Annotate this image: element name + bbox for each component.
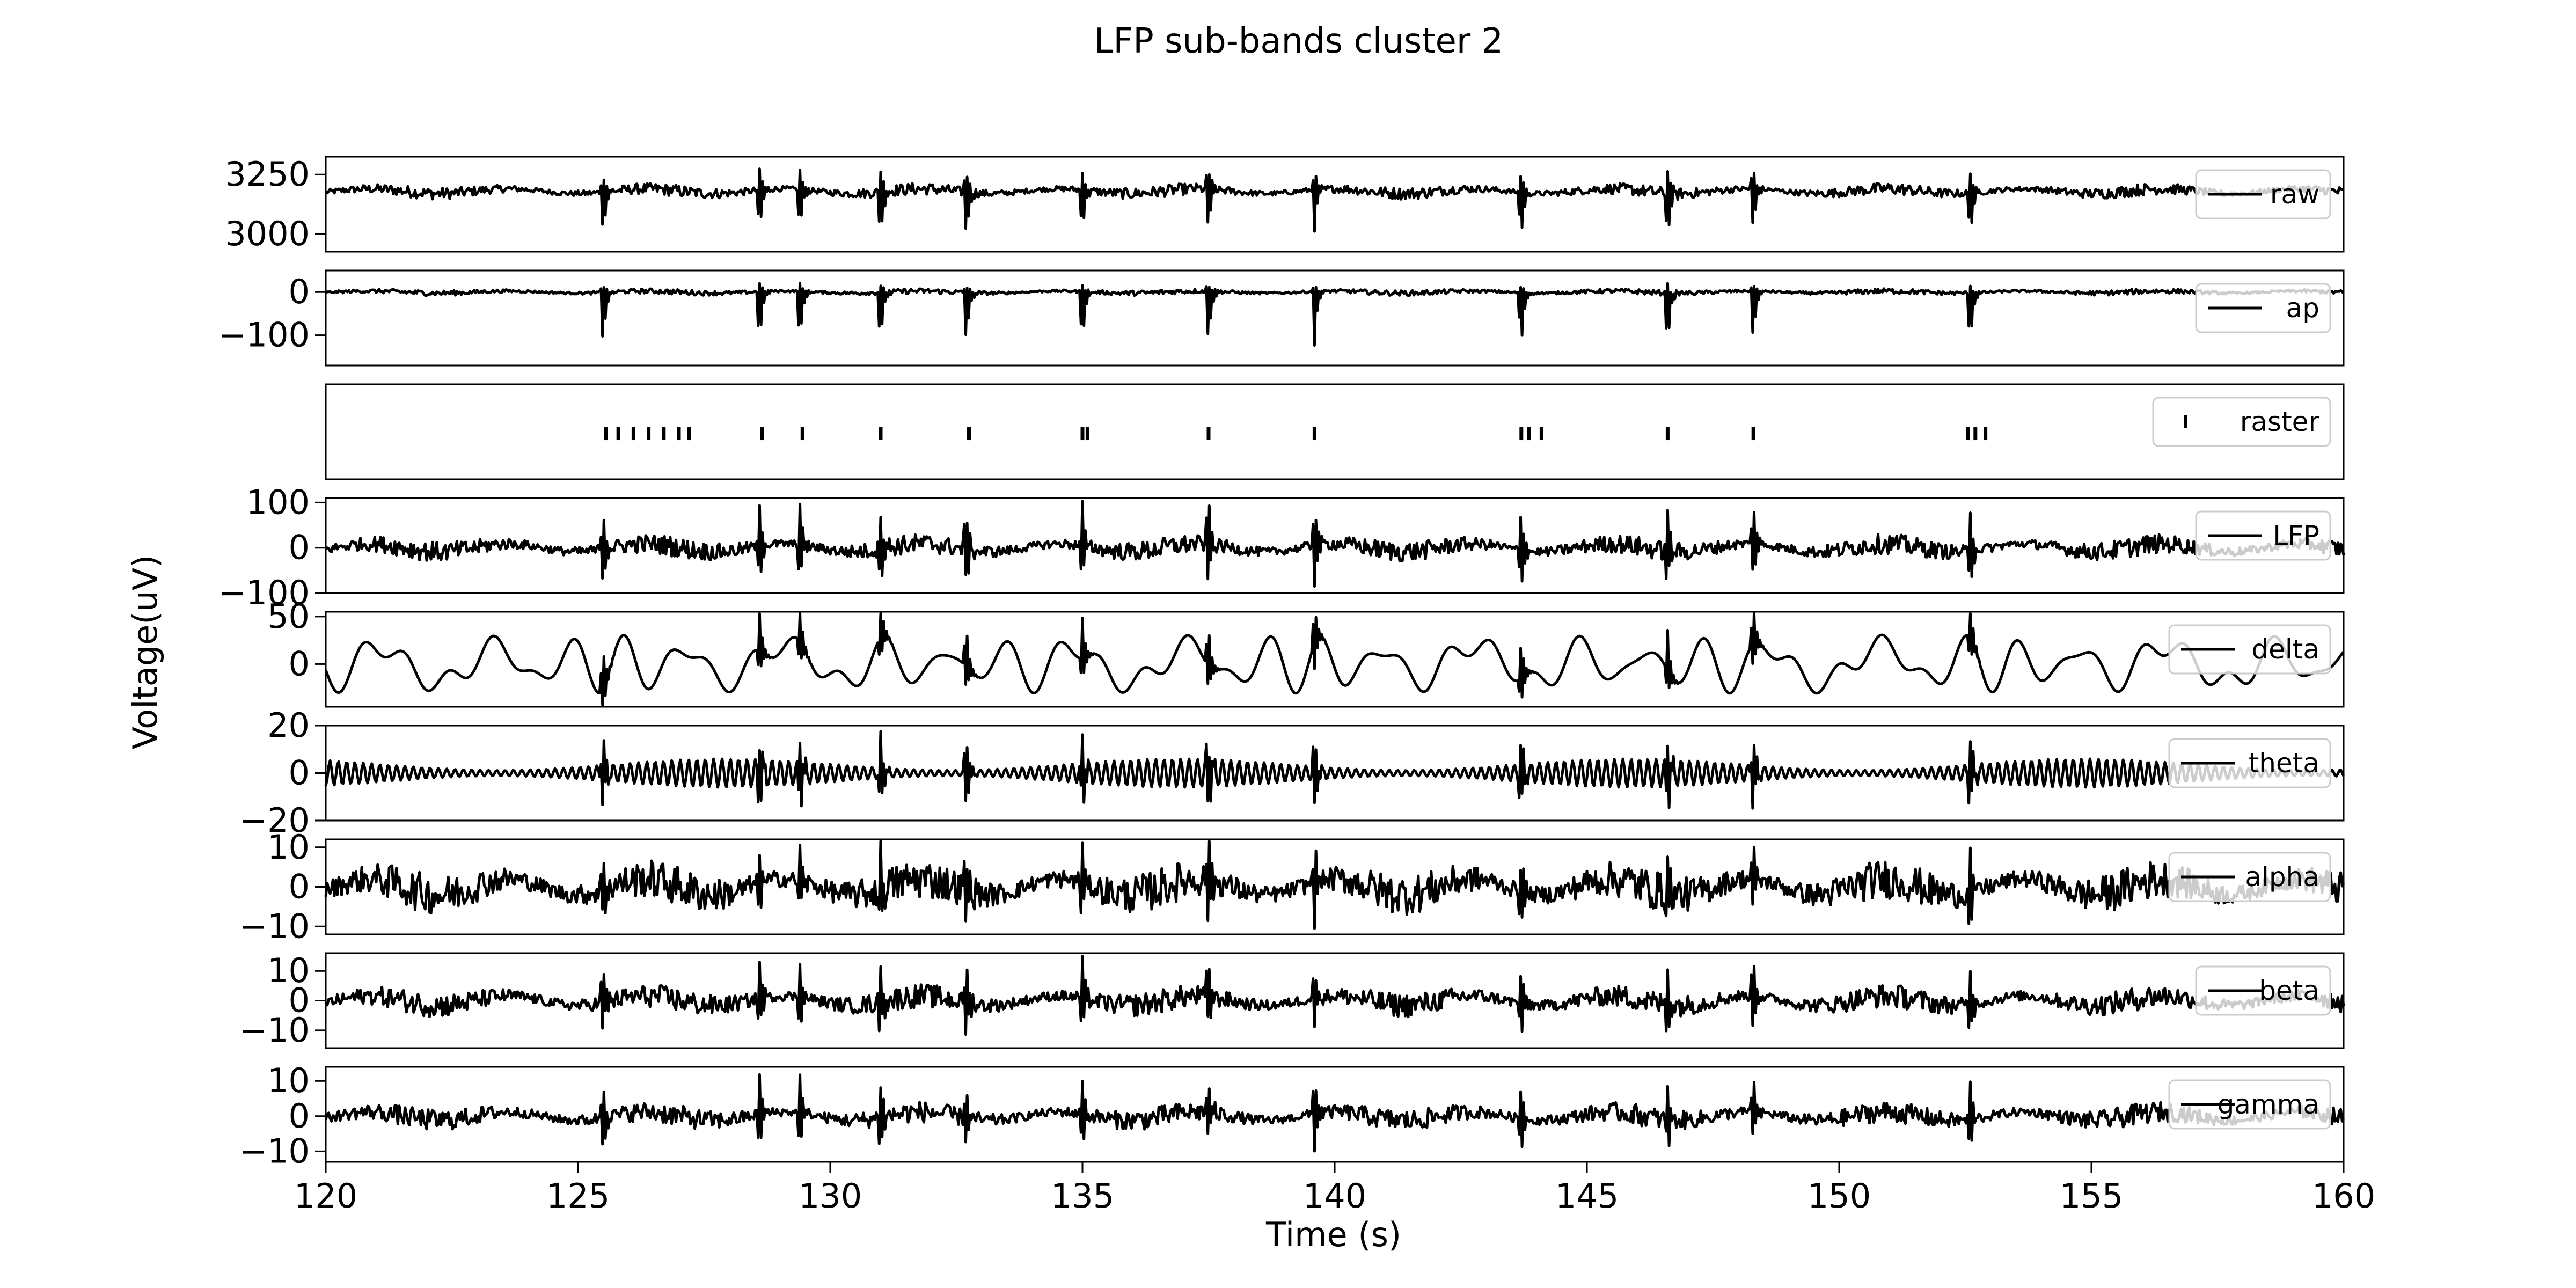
panel-raw: 3000 3250 raw	[225, 155, 2345, 253]
series-line-raw	[325, 167, 2344, 233]
series-line-gamma	[324, 1073, 2345, 1153]
y-tick-label: 0	[289, 981, 310, 1020]
legend-box-alpha	[2168, 852, 2331, 902]
y-tick-label: −20	[239, 801, 310, 840]
panel-delta: 0 50 delta	[267, 597, 2345, 708]
y-tick-label: 20	[267, 706, 310, 745]
legend-box-beta	[2195, 965, 2331, 1016]
x-tick-label: 140	[1303, 1176, 1366, 1216]
legend-box-delta	[2168, 624, 2331, 675]
y-tick-label: 100	[246, 482, 310, 522]
legend-label-delta: delta	[2251, 634, 2319, 665]
legend-label-ap: ap	[2286, 292, 2319, 324]
legend-label-beta: beta	[2259, 975, 2319, 1006]
series-line-theta	[324, 730, 2345, 810]
x-tick-label: 120	[294, 1176, 357, 1216]
series-line-alpha	[324, 840, 2345, 930]
y-tick-label: −10	[239, 906, 310, 946]
panel-ap: −100 0 ap	[218, 269, 2345, 367]
y-tick-label: 0	[289, 753, 310, 793]
y-tick-label: −100	[218, 573, 310, 612]
legend-label-raster: raster	[2240, 406, 2320, 437]
series-line-ap	[325, 282, 2344, 347]
y-tick-label: 0	[289, 644, 310, 683]
legend-label-lfp: LFP	[2273, 520, 2319, 551]
panel-theta: −20 0 20 theta	[239, 706, 2345, 840]
y-tick-label: −10	[239, 1131, 310, 1170]
series-line-beta	[324, 955, 2345, 1036]
legend-box-raster	[2152, 397, 2331, 447]
panel-frame-raw	[325, 156, 2345, 253]
y-axis-label: Voltage(uV)	[126, 555, 165, 750]
legend-label-raw: raw	[2270, 179, 2319, 210]
x-tick-label: 125	[546, 1176, 610, 1216]
legend-box-lfp	[2195, 510, 2331, 561]
series-line-delta	[324, 612, 2345, 706]
panel-frame-raster	[325, 383, 2345, 480]
panel-frame-delta	[325, 611, 2345, 708]
legend-box-raw	[2195, 169, 2331, 219]
panel-frame-theta	[325, 724, 2345, 822]
y-tick-label: 0	[289, 272, 310, 311]
y-tick-label: 50	[267, 597, 310, 636]
legend-box-gamma	[2168, 1079, 2331, 1130]
legend-box-theta	[2168, 738, 2331, 788]
x-tick-label: 135	[1051, 1176, 1114, 1216]
x-tick-label: 130	[799, 1176, 862, 1216]
chart-title: LFP sub-bands cluster 2	[1094, 21, 1503, 61]
panel-frame-alpha	[325, 838, 2345, 935]
panel-frame-ap	[325, 269, 2345, 367]
y-tick-label: 3000	[225, 214, 310, 253]
panel-frame-beta	[325, 952, 2345, 1049]
y-tick-label: −100	[218, 316, 310, 355]
x-axis-label: Time (s)	[1265, 1215, 1401, 1254]
legend-label-alpha: alpha	[2245, 861, 2319, 892]
y-tick-label: −10	[239, 1011, 310, 1050]
x-tick-label: 145	[1555, 1176, 1619, 1216]
y-tick-label: 10	[267, 1061, 310, 1100]
legend-label-gamma: gamma	[2218, 1089, 2319, 1120]
panel-lfp: −100 0 100 LFP	[218, 482, 2345, 612]
panel-raster: raster	[325, 383, 2345, 480]
legend-label-theta: theta	[2249, 748, 2319, 779]
y-tick-label: 0	[289, 1096, 310, 1136]
x-tick-label: 155	[2060, 1176, 2123, 1216]
y-tick-label: 0	[289, 867, 310, 906]
panel-frame-lfp	[325, 497, 2345, 594]
y-tick-label: 3250	[225, 155, 310, 194]
y-tick-label: 10	[267, 828, 310, 867]
legend-box-ap	[2195, 283, 2331, 333]
x-tick-label: 150	[1807, 1176, 1871, 1216]
series-line-lfp	[325, 500, 2345, 588]
y-tick-label: 0	[289, 528, 310, 567]
x-tick-label: 160	[2312, 1176, 2375, 1216]
y-tick-label: 10	[267, 951, 310, 990]
